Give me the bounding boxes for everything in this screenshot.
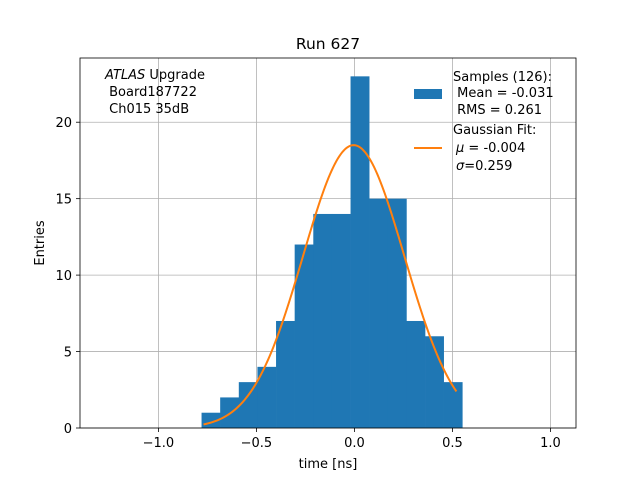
x-tick-label: −1.0 [143, 436, 175, 451]
histogram-bar [313, 213, 333, 428]
y-tick-label: 0 [64, 422, 72, 437]
histogram-bar [276, 320, 295, 428]
gaussian-fit [203, 144, 458, 426]
histogram-bar [331, 213, 351, 428]
annotation-channel: Ch015 35dB [105, 102, 189, 117]
sigma-symbol: σ [456, 159, 465, 174]
sigma-value: =0.259 [464, 159, 512, 174]
x-tick-label: 0.5 [442, 436, 463, 451]
x-tick-label: 0.0 [344, 436, 365, 451]
y-axis-label: Entries [33, 220, 48, 266]
y-axis-ticks: 0 5 10 15 20 [55, 116, 80, 437]
chart-title: Run 627 [296, 35, 360, 53]
legend-samples-mean: Mean = -0.031 [453, 86, 554, 101]
gaussian-fit-curve [203, 144, 458, 426]
histogram-bar [387, 198, 407, 428]
y-tick-label: 20 [55, 116, 72, 131]
annotation-line-1: ATLAS Upgrade [104, 68, 205, 83]
legend-fit-sigma: σ=0.259 [456, 159, 512, 174]
plot-area-frame [79, 57, 577, 429]
y-tick-label: 10 [55, 269, 72, 284]
legend-samples-title: Samples (126): [453, 70, 552, 85]
histogram-bar [350, 76, 370, 428]
histogram-bar [257, 366, 277, 428]
legend-samples-rms: RMS = 0.261 [453, 103, 542, 118]
mu-symbol: μ [455, 141, 464, 156]
annotation-atlas-word: ATLAS [104, 68, 145, 83]
x-tick-label: −0.5 [241, 436, 273, 451]
x-axis-label: time [ns] [299, 457, 358, 472]
mu-value: = -0.004 [464, 141, 525, 156]
atlas-annotation: ATLAS Upgrade Board187722 Ch015 35dB [104, 68, 205, 117]
x-axis-ticks: −1.0 −0.5 0.0 0.5 1.0 [143, 428, 561, 451]
histogram-bar [238, 382, 258, 428]
histogram-bar [443, 382, 463, 428]
annotation-board: Board187722 [105, 85, 197, 100]
histogram-bar [294, 244, 314, 428]
legend: Samples (126): Mean = -0.031 RMS = 0.261… [414, 70, 554, 174]
histogram-bar [369, 198, 389, 428]
legend-samples-swatch [414, 89, 442, 99]
y-tick-label: 5 [64, 346, 72, 361]
histogram-bars [201, 76, 463, 428]
y-tick-label: 15 [55, 193, 72, 208]
annotation-upgrade-word: Upgrade [145, 68, 205, 83]
legend-fit-mu: μ = -0.004 [455, 141, 525, 156]
x-tick-label: 1.0 [540, 436, 561, 451]
histogram-bar [406, 320, 426, 428]
legend-fit-title: Gaussian Fit: [453, 123, 536, 138]
